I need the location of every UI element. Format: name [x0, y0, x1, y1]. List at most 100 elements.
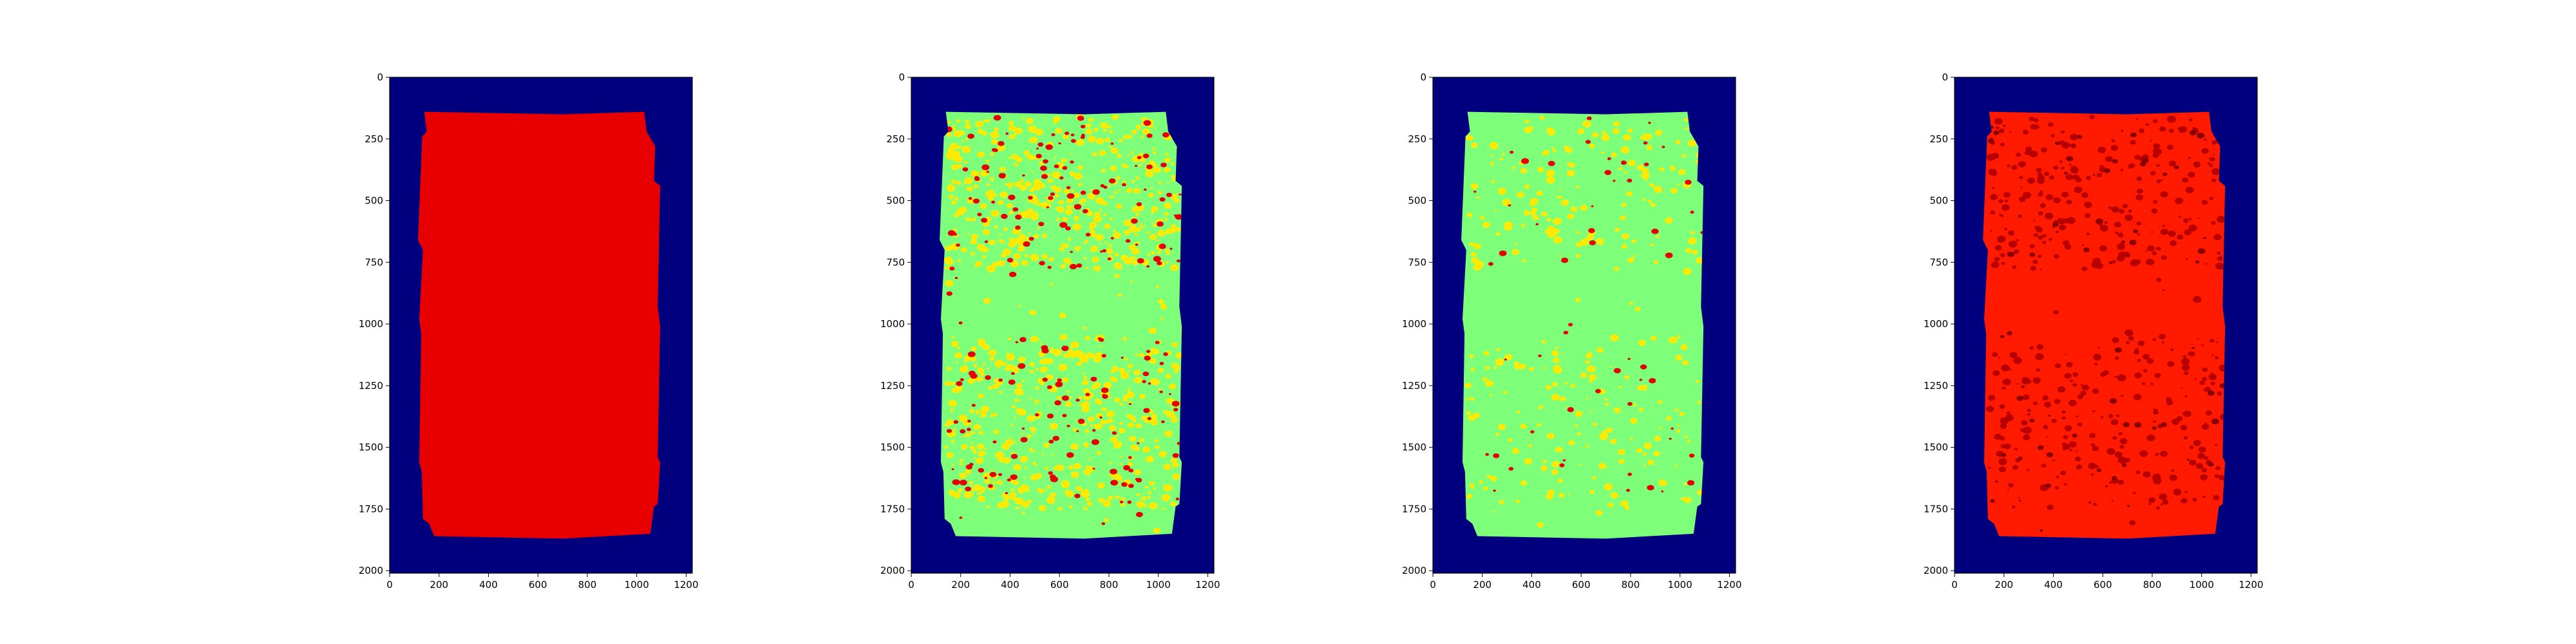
heatmap-spot	[959, 516, 963, 519]
heatmap-blob	[989, 189, 994, 193]
heatmap-blob	[1684, 118, 1689, 122]
y-tick-label: 500	[1408, 195, 1426, 207]
heatmap-blob	[1006, 354, 1015, 361]
heatmap-spot	[1046, 413, 1054, 419]
heatmap-blob	[1056, 218, 1061, 222]
heatmap-panel-4: 0 200 400 600 800 1000 12000250500750100012501…	[1924, 71, 2264, 591]
heatmap-spot	[1147, 417, 1151, 421]
heatmap-spot	[1110, 142, 1114, 145]
heatmap-blob	[2175, 197, 2183, 205]
heatmap-blob	[2033, 233, 2038, 237]
heatmap-blob	[954, 352, 962, 359]
heatmap-blob	[1071, 189, 1075, 192]
heatmap-spot	[1080, 191, 1086, 195]
heatmap-spot	[1074, 204, 1082, 210]
heatmap-spot	[2211, 418, 2219, 424]
heatmap-blob	[974, 425, 978, 428]
heatmap-blob	[1172, 473, 1180, 480]
heatmap-blob	[1476, 196, 1480, 199]
heatmap-blob	[1620, 500, 1629, 507]
heatmap-blob	[2003, 192, 2011, 198]
heatmap-region	[1983, 111, 2226, 539]
heatmap-spot	[2112, 476, 2117, 480]
heatmap-blob	[1115, 234, 1119, 238]
heatmap-blob	[1108, 243, 1112, 247]
heatmap-blob	[2208, 374, 2217, 381]
heatmap-blob	[2015, 153, 2022, 157]
heatmap-blob	[2205, 263, 2208, 265]
heatmap-blob	[1568, 440, 1575, 446]
heatmap-blob	[1148, 193, 1154, 198]
heatmap-blob	[1072, 428, 1077, 431]
heatmap-spot	[1065, 226, 1071, 231]
heatmap-blob	[1120, 502, 1126, 507]
heatmap-blob	[1041, 233, 1047, 238]
heatmap-spot	[1008, 194, 1016, 200]
heatmap-blob	[1005, 183, 1009, 186]
heatmap-spot	[2095, 218, 2103, 225]
heatmap-blob	[1659, 427, 1663, 430]
heatmap-blob	[2171, 469, 2174, 472]
heatmap-blob	[1471, 486, 1474, 489]
heatmap-blob	[2119, 444, 2125, 450]
heatmap-blob	[2002, 378, 2011, 386]
heatmap-blob	[1101, 407, 1107, 412]
heatmap-spot	[977, 213, 982, 216]
heatmap-blob	[1654, 435, 1661, 441]
heatmap-blob	[1121, 254, 1129, 261]
heatmap-spot	[1627, 402, 1633, 406]
heatmap-blob	[1541, 339, 1546, 344]
heatmap-spot	[1548, 160, 1555, 166]
heatmap-spot	[1595, 389, 1601, 393]
heatmap-spot	[2192, 127, 2196, 130]
heatmap-blob	[963, 435, 965, 438]
heatmap-blob	[2120, 394, 2124, 397]
heatmap-blob	[1551, 393, 1560, 401]
heatmap-blob	[1653, 260, 1658, 265]
heatmap-blob	[1551, 146, 1555, 149]
heatmap-spot	[1173, 214, 1177, 217]
x-tick-label: 800	[1100, 579, 1119, 591]
heatmap-blob	[958, 414, 968, 422]
heatmap-blob	[1115, 176, 1121, 180]
heatmap-spot	[1065, 131, 1070, 135]
heatmap-blob	[1576, 231, 1580, 234]
heatmap-blob	[1083, 469, 1092, 475]
heatmap-spot	[2000, 335, 2005, 339]
heatmap-spot	[998, 378, 1003, 382]
heatmap-blob	[2064, 373, 2072, 379]
heatmap-blob	[984, 448, 987, 450]
heatmap-blob	[1068, 505, 1073, 509]
heatmap-blob	[2001, 261, 2005, 265]
heatmap-blob	[1024, 466, 1028, 469]
heatmap-blob	[2217, 392, 2222, 396]
heatmap-blob	[2036, 344, 2044, 350]
heatmap-blob	[2018, 497, 2020, 499]
heatmap-blob	[1986, 406, 1994, 412]
heatmap-blob	[1655, 129, 1663, 136]
heatmap-blob	[1022, 433, 1025, 435]
heatmap-spot	[965, 486, 972, 491]
heatmap-blob	[1059, 334, 1068, 341]
heatmap-blob	[2043, 424, 2049, 430]
heatmap-blob	[971, 442, 974, 444]
heatmap-spot	[1485, 453, 1490, 456]
heatmap-spot	[951, 468, 954, 471]
heatmap-blob	[2061, 410, 2066, 414]
heatmap-blob	[1157, 230, 1166, 237]
heatmap-blob	[1059, 247, 1064, 251]
heatmap-spot	[1562, 459, 1566, 462]
heatmap-blob	[1124, 357, 1128, 361]
heatmap-blob	[1062, 134, 1070, 140]
heatmap-blob	[1029, 188, 1034, 193]
heatmap-spot	[1108, 178, 1116, 184]
heatmap-spot	[1156, 221, 1164, 227]
heatmap-blob	[2168, 128, 2174, 133]
heatmap-blob	[2181, 364, 2190, 371]
heatmap-blob	[1990, 158, 1993, 160]
heatmap-blob	[2094, 464, 2099, 469]
heatmap-blob	[986, 183, 990, 186]
heatmap-blob	[1050, 256, 1053, 259]
heatmap-spot	[946, 429, 952, 433]
